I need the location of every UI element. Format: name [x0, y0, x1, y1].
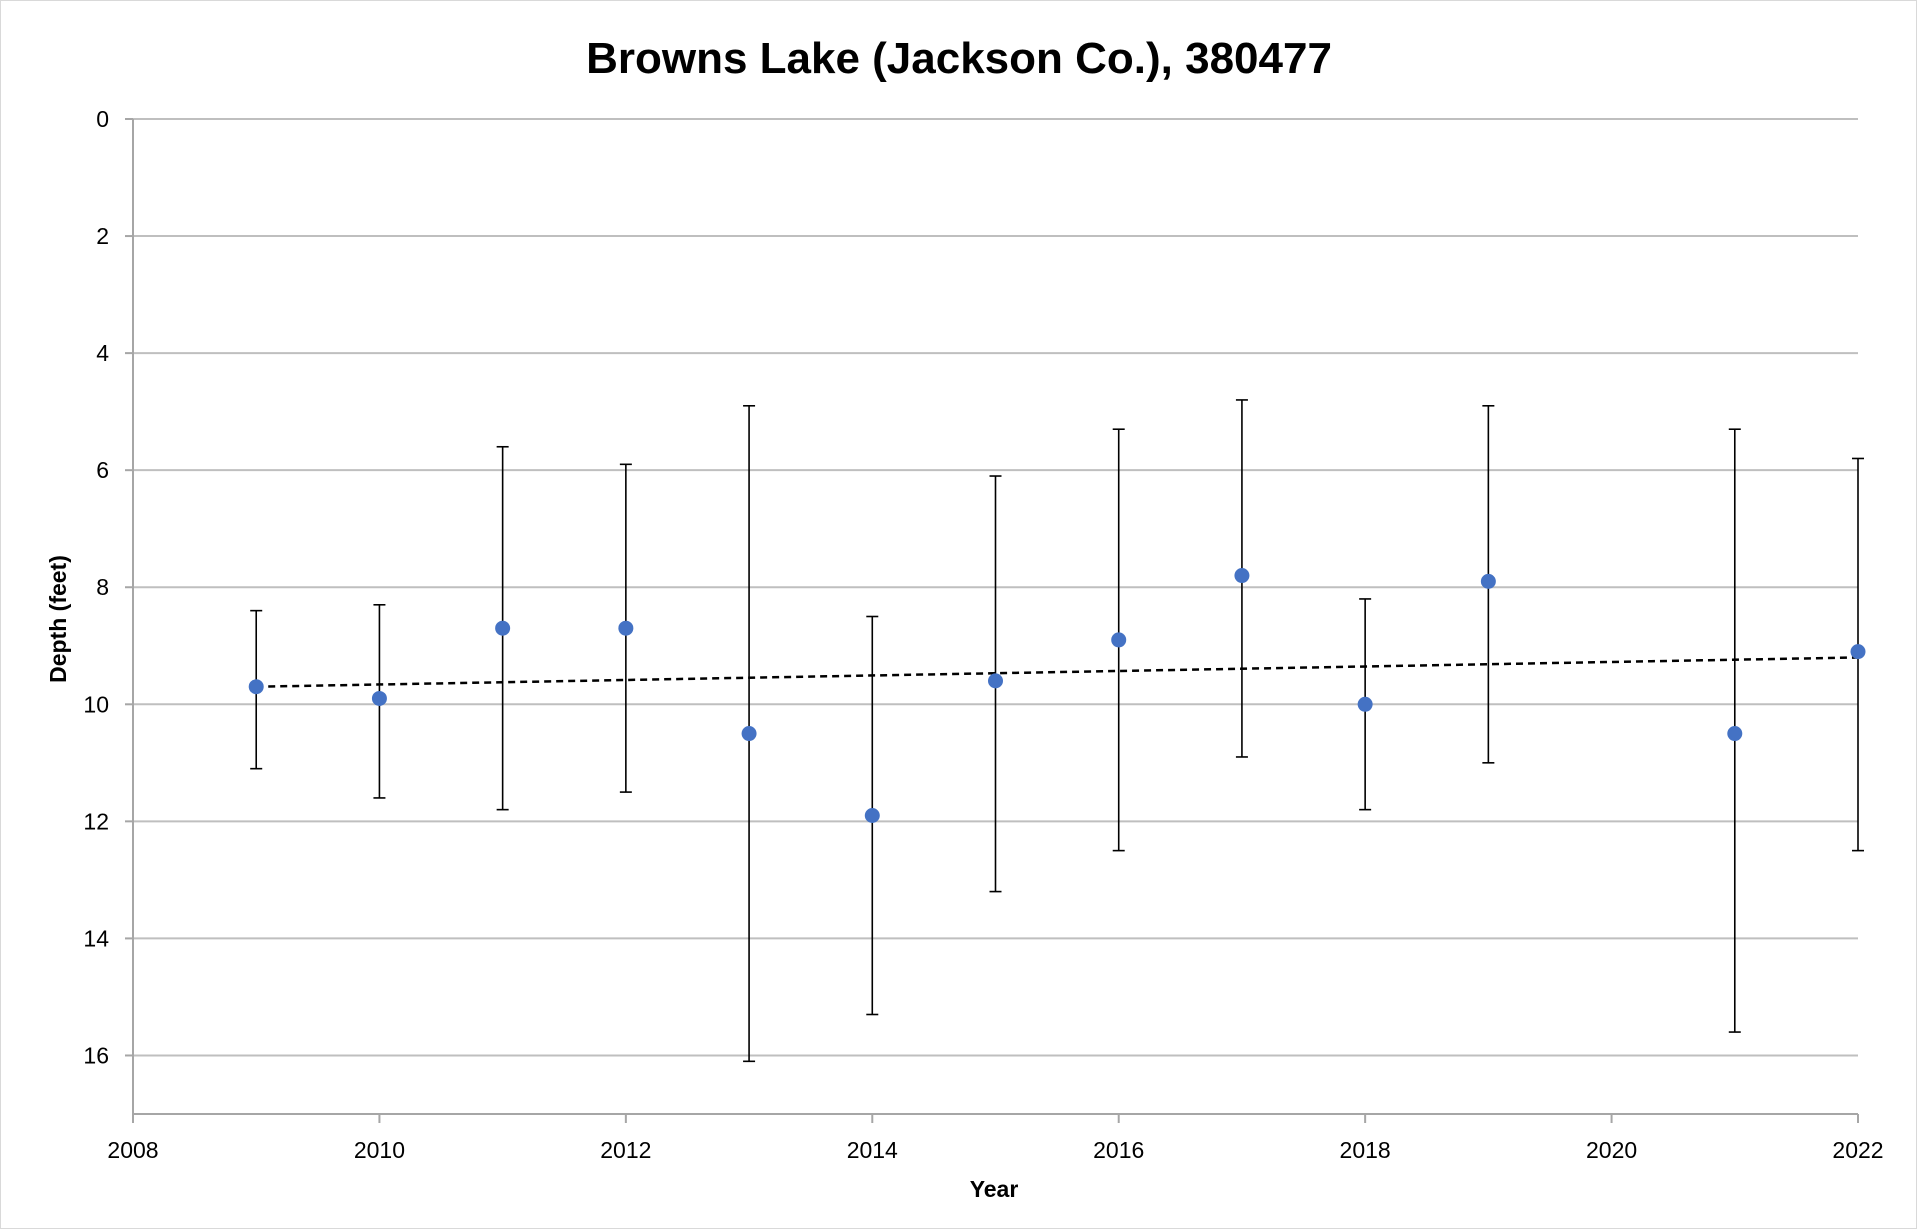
- y-tick-label-4: 4: [96, 340, 109, 366]
- data-points: [248, 568, 1866, 823]
- x-tick-label-2016: 2016: [1093, 1137, 1144, 1163]
- y-tick-label-12: 12: [83, 808, 109, 834]
- y-axis-title: Depth (feet): [45, 555, 71, 683]
- y-tick-label-6: 6: [96, 457, 109, 483]
- trendline-line: [256, 656, 1859, 688]
- y-tick-label-2: 2: [96, 223, 109, 249]
- data-point-2021: [1727, 726, 1743, 742]
- x-tick-label-2010: 2010: [354, 1137, 405, 1163]
- x-tick-label-2022: 2022: [1832, 1137, 1883, 1163]
- data-point-2018: [1357, 696, 1373, 712]
- y-tick-label-0: 0: [96, 106, 109, 132]
- data-point-2013: [741, 726, 757, 742]
- x-tick-label-2014: 2014: [847, 1137, 898, 1163]
- y-tick-label-8: 8: [96, 574, 109, 600]
- data-point-2010: [371, 690, 387, 706]
- data-point-2022: [1850, 644, 1866, 660]
- x-tick-label-2020: 2020: [1586, 1137, 1637, 1163]
- x-tick-label-2012: 2012: [600, 1137, 651, 1163]
- data-point-2012: [618, 620, 634, 636]
- data-point-2017: [1234, 568, 1250, 584]
- y-tick-labels: 0 2 4 6 8 10 12 14 16: [83, 106, 109, 1068]
- y-tick-label-10: 10: [83, 691, 109, 717]
- trendline: [256, 656, 1859, 688]
- data-point-2011: [495, 620, 511, 636]
- axes: [125, 118, 1859, 1123]
- y-tick-label-16: 16: [83, 1042, 109, 1068]
- x-tick-labels: 2008 2010 2012 2014 2016 2018 2020 2022: [107, 1137, 1883, 1163]
- data-point-2014: [864, 808, 880, 823]
- data-point-2009: [248, 679, 264, 695]
- data-point-2015: [988, 673, 1003, 689]
- data-point-2019: [1480, 573, 1496, 589]
- x-axis-title: Year: [970, 1176, 1019, 1202]
- y-tick-label-14: 14: [83, 925, 109, 951]
- error-bars: [250, 399, 1864, 1063]
- x-tick-label-2008: 2008: [107, 1137, 158, 1163]
- x-tick-label-2018: 2018: [1340, 1137, 1391, 1163]
- chart-title: Browns Lake (Jackson Co.), 380477: [586, 34, 1332, 83]
- data-point-2016: [1111, 632, 1127, 648]
